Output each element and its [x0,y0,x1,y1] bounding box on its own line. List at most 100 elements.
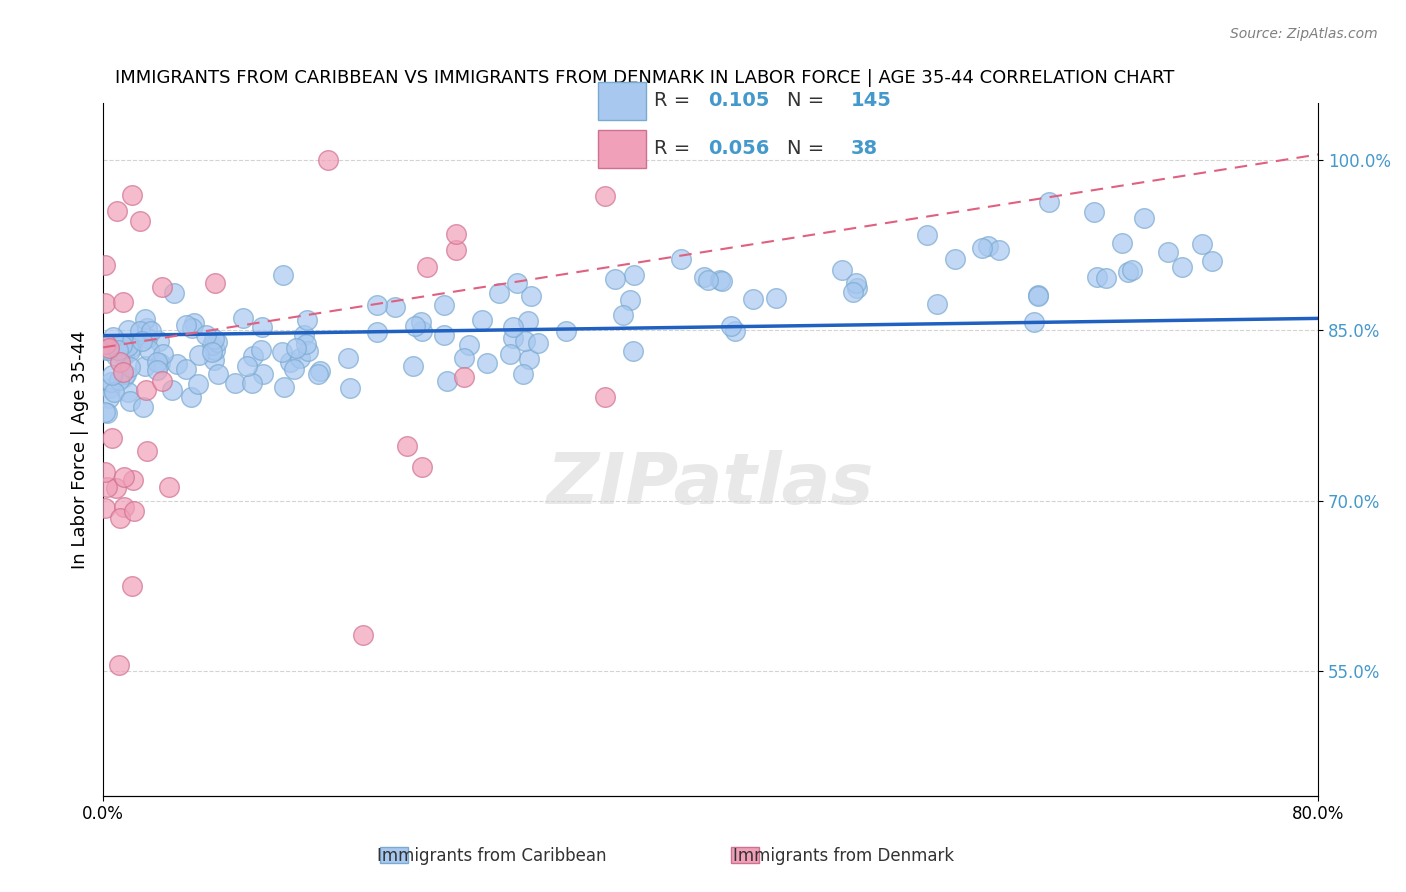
Point [411,460,433,475]
Point [612,308,634,322]
Point [94,343,117,358]
Point [527,335,550,350]
Point [112,469,135,483]
Point [181,321,204,335]
Point [118,359,141,374]
Point [136,320,159,334]
Point [101,330,124,344]
Text: Immigrants from Caribbean: Immigrants from Caribbean [377,847,607,865]
Point [846,280,869,294]
Point [146,363,169,377]
Point [512,367,534,381]
Point [621,343,644,358]
Point [160,383,183,397]
Text: Source: ZipAtlas.com: Source: ZipAtlas.com [1230,27,1378,41]
Point [134,312,156,326]
Point [122,473,145,487]
Point [135,383,157,397]
Point [188,348,211,362]
Point [111,295,134,310]
Point [112,500,135,514]
Text: 38: 38 [851,139,877,158]
Point [488,286,510,301]
Point [1170,260,1192,275]
Point [513,334,536,348]
Point [240,376,263,391]
Point [117,385,139,400]
Point [105,203,128,218]
Point [93,501,115,516]
Point [157,480,180,494]
Y-axis label: In Labor Force | Age 35-44: In Labor Force | Age 35-44 [72,330,89,569]
Point [117,338,139,352]
Bar [599,130,645,168]
Point [162,285,184,300]
Point [96,480,118,494]
Point [149,356,172,370]
Point [402,359,425,373]
Point [129,214,152,228]
Point [111,365,134,379]
Point [120,343,142,358]
Point [444,243,467,257]
Point [366,326,388,340]
Point [195,328,218,343]
Point [136,331,159,345]
Point [502,320,524,334]
Point [145,355,167,369]
Point [201,338,224,352]
Point [915,228,938,243]
Point [107,658,129,673]
Point [134,359,156,373]
Point [669,252,692,267]
Point [201,344,224,359]
Point [384,300,406,314]
Point [845,276,868,290]
Point [207,367,229,381]
Point [831,262,853,277]
Point [187,376,209,391]
Point [271,268,294,282]
Point [122,504,145,518]
Point [433,328,456,343]
Point [453,351,475,365]
Point [1121,262,1143,277]
Point [96,406,118,420]
Point [395,439,418,453]
Point [516,314,538,328]
Point [471,313,494,327]
Point [316,153,339,167]
Point [100,376,122,390]
Point [285,341,308,355]
Point [150,374,173,388]
Point [765,291,787,305]
Point [97,343,120,357]
Point [593,391,616,405]
Point [987,243,1010,257]
Point [499,347,522,361]
Point [121,188,143,202]
Point [1111,236,1133,251]
Point [202,353,225,368]
Point [93,405,115,419]
Point [295,313,318,327]
Point [506,276,529,290]
Point [278,355,301,369]
Point [273,380,295,394]
Point [115,368,138,382]
Point [436,374,458,388]
Point [1156,244,1178,259]
Point [1201,253,1223,268]
Text: 0.105: 0.105 [709,91,770,110]
Point [235,359,257,374]
Point [605,271,627,285]
Bar [599,82,645,120]
Point [148,334,170,349]
Point [110,511,132,525]
Point [309,364,332,378]
Point [709,273,731,287]
Point [927,297,949,311]
Point [180,391,202,405]
Point [623,268,645,283]
Point [250,320,273,334]
